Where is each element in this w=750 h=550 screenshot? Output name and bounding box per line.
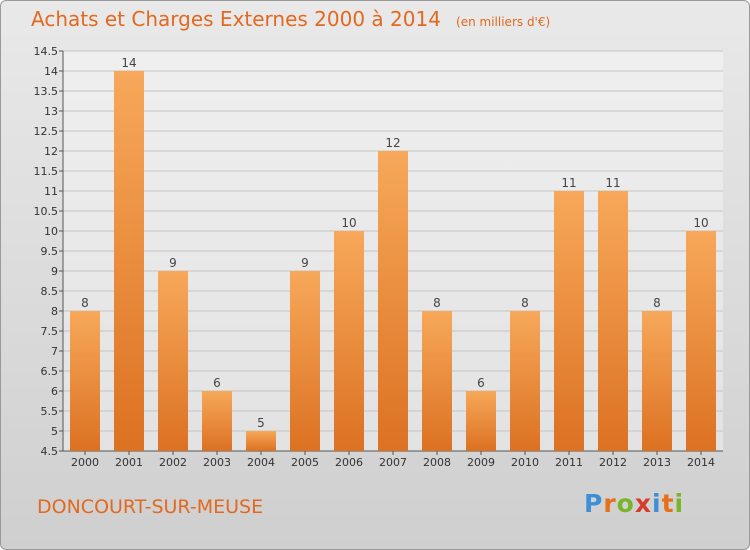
bar (422, 311, 452, 451)
y-tick-label: 8.5 (41, 285, 59, 298)
logo-letter: r (603, 489, 617, 518)
x-tick-label: 2004 (247, 456, 275, 469)
chart-unit: (en milliers d'€) (456, 15, 551, 29)
y-tick-label: 12 (44, 145, 58, 158)
y-tick-label: 14.5 (34, 45, 59, 58)
y-tick-label: 13.5 (34, 85, 59, 98)
bar (70, 311, 100, 451)
logo-letter: i (652, 489, 662, 518)
x-tick-label: 2002 (159, 456, 187, 469)
x-tick-label: 2003 (203, 456, 231, 469)
x-tick-label: 2007 (379, 456, 407, 469)
y-tick-label: 7 (51, 345, 58, 358)
bar (378, 151, 408, 451)
x-tick-label: 2005 (291, 456, 319, 469)
bar-value-label: 6 (477, 376, 485, 390)
y-tick-label: 14 (44, 65, 58, 78)
y-tick-label: 10.5 (34, 205, 59, 218)
y-tick-label: 8 (51, 305, 58, 318)
bar (290, 271, 320, 451)
bar-value-label: 11 (561, 176, 576, 190)
bar (246, 431, 276, 451)
bar (334, 231, 364, 451)
bar (114, 71, 144, 451)
bar-value-label: 9 (301, 256, 309, 270)
x-tick-label: 2013 (643, 456, 671, 469)
x-tick-label: 2009 (467, 456, 495, 469)
bar-value-label: 5 (257, 416, 265, 430)
logo-letter: x (634, 489, 652, 518)
y-tick-label: 11.5 (34, 165, 59, 178)
logo-letter: i (674, 489, 685, 518)
x-tick-label: 2000 (71, 456, 99, 469)
logo-letter: P (584, 489, 604, 518)
bar (598, 191, 628, 451)
y-tick-label: 5 (51, 425, 58, 438)
logo-letter: t (661, 489, 675, 518)
bar-value-label: 8 (653, 296, 661, 310)
y-tick-label: 6 (51, 385, 58, 398)
bar-value-label: 8 (521, 296, 529, 310)
logo-letter: o (616, 489, 635, 518)
y-tick-label: 11 (44, 185, 58, 198)
bar-value-label: 14 (121, 56, 136, 70)
y-tick-label: 7.5 (41, 325, 59, 338)
bar (554, 191, 584, 451)
bar (642, 311, 672, 451)
bar-value-label: 6 (213, 376, 221, 390)
chart-title: Achats et Charges Externes 2000 à 2014 (31, 7, 441, 31)
y-tick-label: 6.5 (41, 365, 59, 378)
x-tick-label: 2008 (423, 456, 451, 469)
y-tick-label: 12.5 (34, 125, 59, 138)
bar-value-label: 9 (169, 256, 177, 270)
x-tick-label: 2014 (687, 456, 715, 469)
y-tick-label: 9.5 (41, 245, 59, 258)
x-tick-label: 2012 (599, 456, 627, 469)
bar (510, 311, 540, 451)
bar (686, 231, 716, 451)
bar-value-label: 10 (341, 216, 356, 230)
y-tick-label: 9 (51, 265, 58, 278)
y-tick-label: 13 (44, 105, 58, 118)
x-tick-label: 2006 (335, 456, 363, 469)
bar-value-label: 8 (81, 296, 89, 310)
y-tick-label: 5.5 (41, 405, 59, 418)
commune-name: DONCOURT-SUR-MEUSE (37, 496, 264, 518)
bar (466, 391, 496, 451)
bar-value-label: 12 (385, 136, 400, 150)
y-tick-label: 4.5 (41, 445, 59, 458)
x-tick-label: 2011 (555, 456, 583, 469)
bar (202, 391, 232, 451)
bar-value-label: 10 (693, 216, 708, 230)
y-tick-label: 10 (44, 225, 58, 238)
bar-value-label: 11 (605, 176, 620, 190)
x-tick-label: 2010 (511, 456, 539, 469)
bar-value-label: 8 (433, 296, 441, 310)
chart-title-block: Achats et Charges Externes 2000 à 2014 (… (31, 7, 550, 31)
x-tick-label: 2001 (115, 456, 143, 469)
proxiti-logo: Proxiti (584, 489, 684, 518)
bar (158, 271, 188, 451)
